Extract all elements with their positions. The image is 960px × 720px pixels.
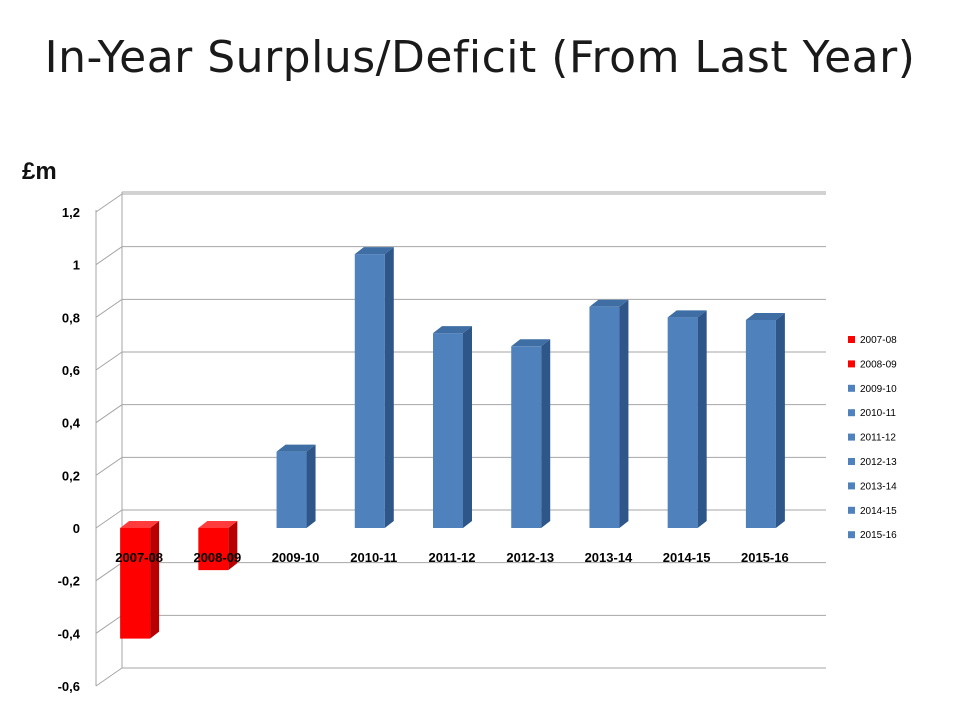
x-tick-label: 2011-12 — [429, 550, 476, 565]
legend-label: 2013-14 — [860, 481, 897, 492]
x-tick-label: 2012-13 — [506, 550, 554, 565]
gridline — [95, 614, 826, 634]
bar-2013-14 — [589, 299, 629, 528]
bar-2015-16 — [745, 312, 785, 528]
legend-label: 2012-13 — [860, 457, 897, 468]
y-tick-label: -0,6 — [58, 679, 80, 694]
bar-front — [667, 317, 698, 528]
y-tick-label: -0,4 — [58, 626, 81, 641]
bar-side — [541, 339, 551, 528]
y-tick-label: 0,8 — [62, 310, 80, 325]
y-axis-ticks: -0,6 -0,4 -0,2 0 0,2 0,4 0,6 0,8 1 1,2 — [58, 205, 81, 694]
x-tick-label: 2014-15 — [663, 550, 711, 565]
bar-front — [276, 451, 307, 528]
legend-label: 2011-12 — [860, 433, 896, 444]
bar-top — [276, 444, 316, 452]
gridline — [95, 667, 826, 687]
legend-swatch — [848, 506, 855, 514]
legend: 2007-08 2008-09 2009-10 2010-11 2011-12 2012-… — [848, 335, 897, 541]
bar-top — [120, 521, 160, 528]
bar-front — [120, 528, 151, 639]
bar-side — [306, 444, 316, 528]
bar-2011-12 — [433, 326, 472, 528]
x-tick-label: 2010-11 — [350, 550, 397, 565]
y-tick-label: 1 — [73, 258, 80, 273]
bar-side — [697, 310, 707, 528]
x-tick-label: 2009-10 — [272, 550, 320, 565]
bars — [120, 247, 785, 639]
bar-side — [384, 247, 394, 528]
legend-label: 2014-15 — [860, 506, 897, 517]
bar-2007-08 — [120, 521, 160, 639]
bar-top — [589, 299, 629, 307]
bar-side — [228, 521, 238, 571]
bar-2014-15 — [667, 310, 707, 528]
y-tick-label: 0,2 — [62, 468, 80, 483]
legend-swatch — [848, 336, 855, 343]
legend-swatch — [848, 433, 855, 441]
bar-2010-11 — [354, 247, 394, 528]
bar-2008-09 — [198, 521, 238, 571]
legend-swatch — [848, 360, 855, 368]
legend-swatch — [848, 531, 855, 539]
unit-label: £m — [22, 158, 57, 185]
legend-swatch — [848, 482, 855, 490]
bar-2009-10 — [276, 444, 316, 528]
y-tick-label: 0,6 — [62, 363, 80, 378]
legend-label: 2010-11 — [860, 408, 896, 419]
bar-top — [511, 339, 551, 347]
bar-front — [511, 346, 542, 528]
bar-top — [354, 247, 394, 255]
y-tick-label: 0 — [73, 521, 80, 536]
slide-title: In-Year Surplus/Deficit (From Last Year) — [44, 32, 916, 83]
bar-front — [745, 319, 776, 528]
gridline — [95, 246, 826, 266]
bar-front — [433, 333, 463, 528]
y-tick-label: 0,4 — [62, 416, 81, 431]
bar-side — [150, 521, 160, 639]
legend-label: 2009-10 — [860, 384, 897, 395]
bar-side — [619, 299, 629, 528]
bar-front — [589, 306, 620, 528]
x-tick-label: 2007-08 — [115, 550, 163, 565]
bar-top — [745, 312, 785, 320]
bar-front — [198, 528, 229, 571]
y-tick-label: -0,2 — [58, 574, 80, 589]
x-tick-label: 2013-14 — [585, 550, 633, 565]
legend-swatch — [848, 458, 855, 465]
bar-top — [433, 326, 472, 334]
legend-label: 2015-16 — [860, 530, 897, 541]
x-axis-labels: 2007-08 2008-09 2009-10 2010-11 2011-12 2012-… — [115, 550, 788, 565]
gridline — [95, 298, 826, 318]
bar-top — [198, 521, 238, 528]
legend-label: 2008-09 — [860, 359, 897, 370]
legend-swatch — [848, 409, 855, 417]
bar-front — [354, 254, 385, 528]
bar-top — [667, 310, 707, 318]
x-tick-label: 2015-16 — [741, 550, 789, 565]
bar-side — [775, 312, 785, 528]
x-tick-label: 2008-09 — [193, 550, 241, 565]
gridline — [95, 193, 826, 213]
bar-side — [463, 326, 472, 528]
bar-2012-13 — [511, 339, 551, 528]
y-tick-label: 1,2 — [62, 205, 80, 220]
legend-swatch — [848, 384, 855, 392]
legend-label: 2007-08 — [860, 335, 897, 346]
